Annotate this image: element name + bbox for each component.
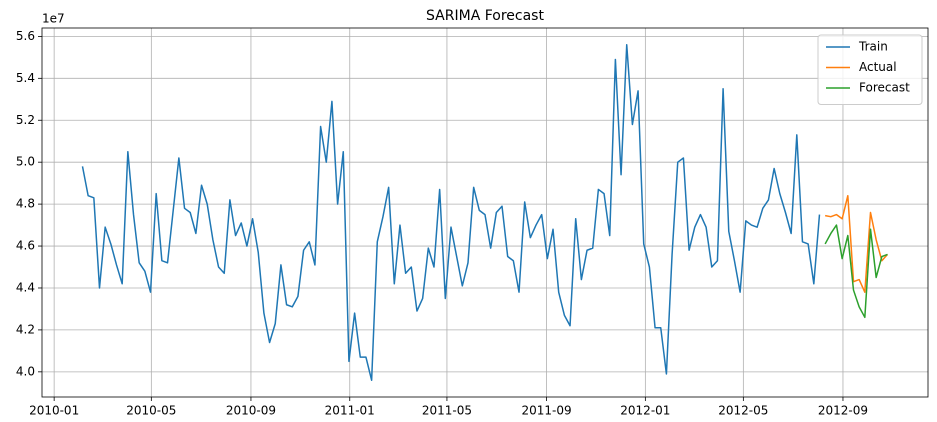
x-tick-label: 2012-09 bbox=[818, 404, 868, 418]
x-tick-label: 2011-09 bbox=[521, 404, 571, 418]
legend-label: Actual bbox=[859, 60, 897, 74]
y-offset-label: 1e7 bbox=[42, 12, 65, 26]
x-tick-label: 2011-05 bbox=[422, 404, 472, 418]
x-tick-label: 2012-05 bbox=[718, 404, 768, 418]
x-tick-label: 2011-01 bbox=[325, 404, 375, 418]
chart-title: SARIMA Forecast bbox=[426, 8, 544, 24]
x-tick-label: 2010-01 bbox=[29, 404, 79, 418]
plot-frame bbox=[41, 27, 929, 398]
y-tick-label: 4.0 bbox=[16, 364, 35, 378]
y-tick-label: 5.0 bbox=[16, 155, 35, 169]
y-tick-label: 5.6 bbox=[16, 29, 35, 43]
y-tick-label: 4.8 bbox=[16, 197, 35, 211]
x-tick-label: 2010-05 bbox=[126, 404, 176, 418]
y-tick-label: 4.4 bbox=[16, 280, 35, 294]
legend-label: Train bbox=[858, 40, 888, 54]
x-tick-label: 2010-09 bbox=[226, 404, 276, 418]
legend-label: Forecast bbox=[859, 81, 910, 95]
y-tick-label: 5.2 bbox=[16, 113, 35, 127]
legend-box bbox=[817, 34, 923, 105]
x-tick-label: 2012-01 bbox=[620, 404, 670, 418]
y-tick-label: 5.4 bbox=[16, 71, 35, 85]
series-line bbox=[81, 44, 821, 381]
series-line bbox=[824, 224, 888, 319]
y-tick-label: 4.6 bbox=[16, 239, 35, 253]
y-tick-label: 4.2 bbox=[16, 322, 35, 336]
series-line bbox=[825, 194, 889, 293]
